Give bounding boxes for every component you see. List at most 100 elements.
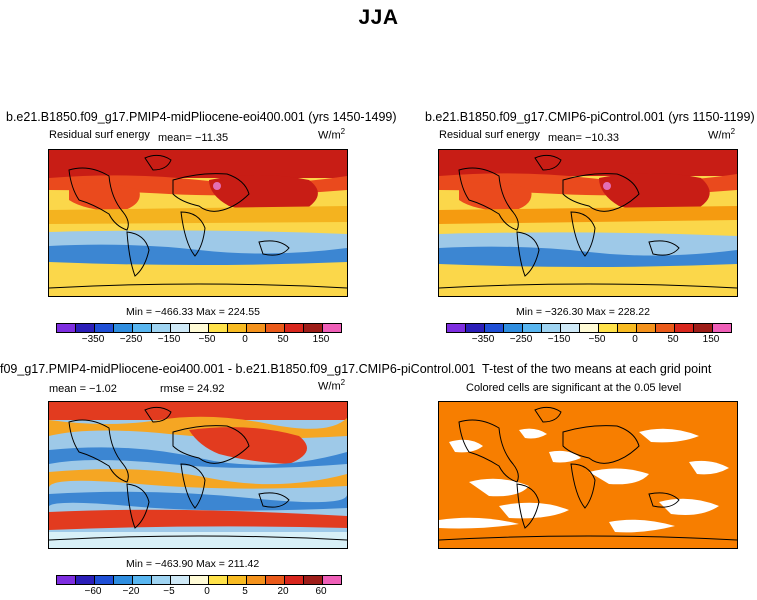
panel3-band-blue [49, 447, 347, 468]
panel2-colorbar [446, 323, 732, 333]
colorbar-swatch [133, 324, 152, 332]
colorbar-swatch [285, 324, 304, 332]
panel1-units: W/m2 [318, 127, 346, 142]
panel2-mean: mean= −10.33 [548, 132, 619, 144]
panel1-south-ocean-blue [49, 244, 347, 265]
panel1-hotspot [213, 182, 221, 190]
colorbar-swatch [76, 576, 95, 584]
panel4-insignificant [439, 428, 729, 533]
panel2-tick: 150 [702, 334, 720, 345]
panel1-band-north [49, 150, 347, 178]
panel3-arctic [49, 402, 347, 420]
colorbar-swatch [95, 576, 114, 584]
colorbar-swatch [561, 324, 580, 332]
panel2-south-ocean-blue [439, 246, 737, 267]
panel3-tick: −5 [163, 586, 175, 597]
panel3-tick: 60 [315, 586, 327, 597]
colorbar-swatch [304, 576, 323, 584]
panel1-antarctic [49, 274, 347, 296]
panel3-mean: mean = −1.02 [49, 383, 117, 395]
panel3-map-svg [49, 402, 347, 548]
panel3-antarctic [49, 532, 347, 548]
panel3-npac-red [189, 427, 307, 464]
panel4-coastlines [439, 406, 737, 541]
panel1-tropics [49, 206, 347, 224]
panel2-tick: 50 [667, 334, 679, 345]
panel1-tick: 0 [242, 334, 248, 345]
panel1-map [48, 149, 348, 297]
colorbar-swatch [323, 324, 341, 332]
panel1-mean: mean= −11.35 [158, 132, 229, 144]
panel2-tick: −350 [471, 334, 495, 345]
colorbar-swatch [447, 324, 466, 332]
panel2-units: W/m2 [708, 127, 736, 142]
colorbar-swatch [190, 576, 209, 584]
panel3-colorbar-ticks: −60 −20 −5 0 5 20 60 [56, 586, 340, 600]
panel2-tick: 0 [632, 334, 638, 345]
panel3-tick: −20 [122, 586, 140, 597]
colorbar-swatch [304, 324, 323, 332]
colorbar-swatch [599, 324, 618, 332]
colorbar-swatch [713, 324, 731, 332]
colorbar-swatch [152, 324, 171, 332]
panel2-natl [459, 182, 532, 212]
panel3-units: W/m2 [318, 378, 346, 393]
panel4-subtitle: Colored cells are significant at the 0.0… [466, 382, 682, 394]
panel1-tick: −150 [157, 334, 181, 345]
colorbar-swatch [523, 324, 542, 332]
colorbar-swatch [580, 324, 599, 332]
panel3-map [48, 401, 348, 549]
panel2-hotspot [603, 182, 611, 190]
panel1-coastlines [49, 154, 347, 289]
colorbar-swatch [542, 324, 561, 332]
panel2-title: b.e21.B1850.f09_g17.CMIP6-piControl.001 … [425, 110, 755, 124]
colorbar-swatch [285, 576, 304, 584]
panel1-natl [69, 183, 140, 212]
panel4-map [438, 401, 738, 549]
colorbar-swatch [266, 324, 285, 332]
panel2-coastlines [439, 154, 737, 289]
panel3-rmse: rmse = 24.92 [160, 383, 225, 395]
panel3-title: f09_g17.PMIP4-midPliocene-eoi400.001 - b… [0, 362, 476, 376]
panel2-tick: −250 [509, 334, 533, 345]
colorbar-swatch [228, 324, 247, 332]
colorbar-swatch [504, 324, 523, 332]
colorbar-swatch [228, 576, 247, 584]
panel1-tick: −50 [198, 334, 216, 345]
panel2-tick: −50 [588, 334, 606, 345]
colorbar-swatch [76, 324, 95, 332]
panel3-colorbar [56, 575, 342, 585]
colorbar-swatch [323, 576, 341, 584]
panel3-band-red [49, 509, 347, 530]
panel3-tick: 0 [204, 586, 210, 597]
panel1-npac [209, 175, 318, 213]
colorbar-swatch [247, 324, 266, 332]
panel1-title: b.e21.B1850.f09_g17.PMIP4-midPliocene-eo… [6, 110, 397, 124]
panel4-map-svg [439, 402, 737, 548]
panel1-minmax: Min = −466.33 Max = 224.55 [126, 306, 260, 318]
colorbar-swatch [656, 324, 675, 332]
panel2-npac [599, 173, 710, 213]
panel3-minmax: Min = −463.90 Max = 211.42 [126, 558, 260, 570]
panel3-band-orange [49, 469, 347, 489]
panel1-map-svg [49, 150, 347, 296]
colorbar-swatch [485, 324, 504, 332]
colorbar-swatch [114, 324, 133, 332]
colorbar-swatch [637, 324, 656, 332]
panel3-tick: 5 [242, 586, 248, 597]
colorbar-swatch [266, 576, 285, 584]
colorbar-swatch [675, 324, 694, 332]
panel1-colorbar-ticks: −350 −250 −150 −50 0 50 150 [56, 334, 340, 348]
panel2-antarctic [439, 274, 737, 296]
panel2-colorbar-ticks: −350 −250 −150 −50 0 50 150 [446, 334, 730, 348]
figure-title: JJA [358, 6, 399, 29]
panel1-tick: −350 [81, 334, 105, 345]
colorbar-swatch [618, 324, 637, 332]
colorbar-swatch [209, 576, 228, 584]
colorbar-swatch [694, 324, 713, 332]
panel1-colorbar [56, 323, 342, 333]
panel2-band-north [439, 150, 737, 176]
colorbar-swatch [57, 324, 76, 332]
panel1-tick: 150 [312, 334, 330, 345]
panel3-band-blue2 [49, 491, 347, 511]
